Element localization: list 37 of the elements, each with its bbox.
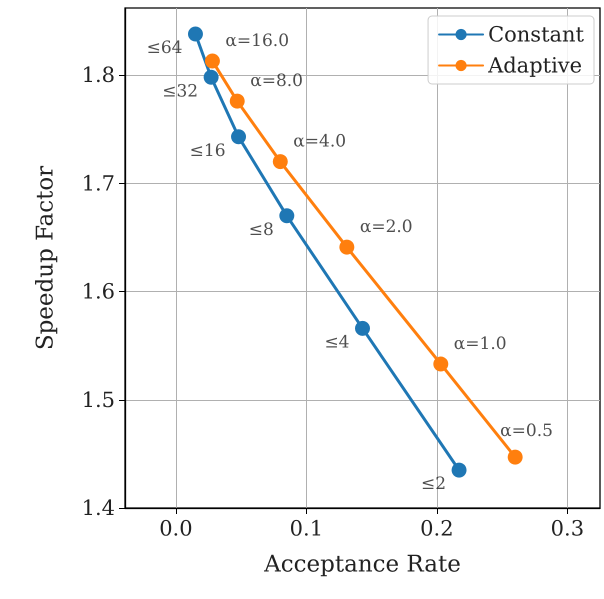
y-tick-label: 1.8 xyxy=(82,63,115,88)
point xyxy=(508,450,523,465)
y-tick-label: 1.7 xyxy=(82,171,115,196)
point xyxy=(355,320,370,336)
x-axis-title: Acceptance Rate xyxy=(263,552,461,578)
legend-label: Adaptive xyxy=(487,54,582,78)
annotation: α=8.0 xyxy=(250,71,303,92)
point xyxy=(231,129,246,144)
point xyxy=(339,240,354,255)
legend-label: Constant xyxy=(488,22,585,46)
annotation: ≤16 xyxy=(190,140,226,161)
y-axis-title: Speedup Factor xyxy=(32,166,58,350)
annotation: α=0.5 xyxy=(500,421,553,442)
annotation: ≤8 xyxy=(248,220,274,240)
annotation: α=2.0 xyxy=(360,217,413,238)
point xyxy=(452,462,467,478)
annotation: ≤32 xyxy=(162,81,198,102)
point xyxy=(188,26,203,42)
annotation: ≤4 xyxy=(324,332,350,352)
x-tick-label: 0.3 xyxy=(550,516,584,540)
point xyxy=(272,154,288,170)
x-tick-label: 0.2 xyxy=(420,516,454,540)
annotation: α=4.0 xyxy=(293,132,346,152)
point xyxy=(433,356,448,372)
annotation: α=16.0 xyxy=(225,31,290,52)
point xyxy=(204,54,220,69)
y-tick-label: 1.5 xyxy=(82,388,115,412)
annotation: ≤64 xyxy=(146,38,182,58)
annotation: α=1.0 xyxy=(454,334,507,354)
point xyxy=(204,70,219,85)
annotation: ≤2 xyxy=(421,474,446,494)
y-tick-label: 1.4 xyxy=(82,496,115,520)
x-tick-label: 0.0 xyxy=(159,516,193,540)
point xyxy=(279,208,294,224)
y-tick-label: 1.6 xyxy=(82,280,115,304)
x-tick-label: 0.1 xyxy=(290,516,324,540)
point xyxy=(230,94,245,109)
